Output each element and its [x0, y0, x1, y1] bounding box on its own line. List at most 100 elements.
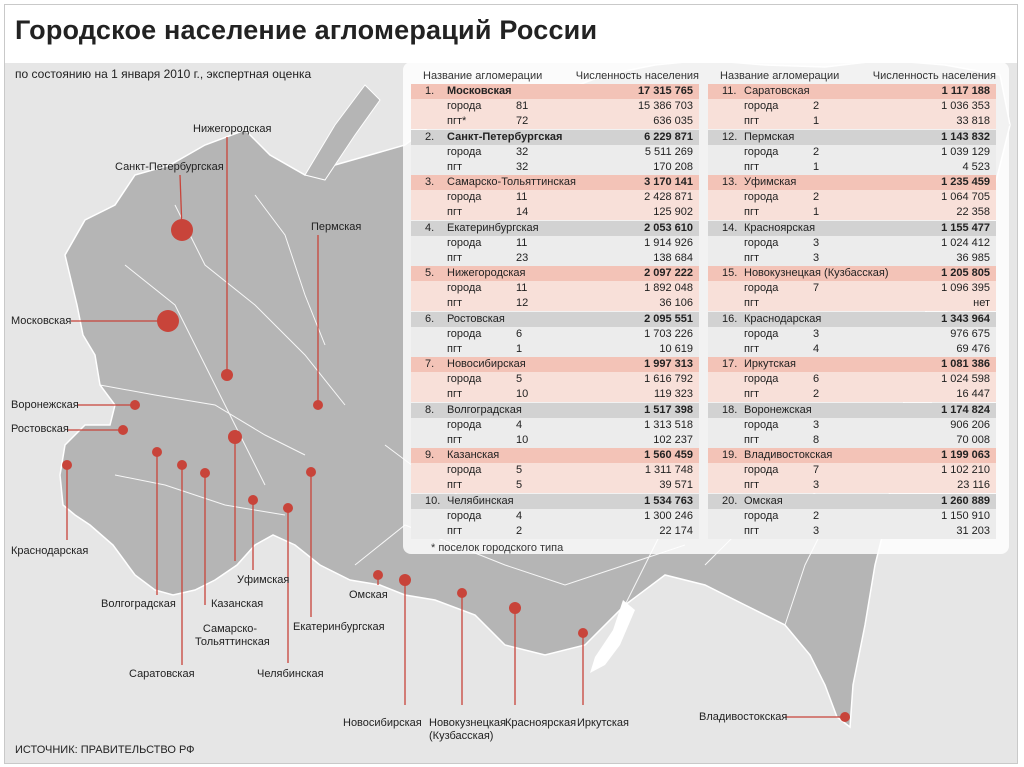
settlement-row: пгт 3 23 116 [708, 478, 996, 493]
rank-number: 1. [425, 85, 435, 97]
settlement-row: пгт 1 22 358 [708, 205, 996, 220]
settlement-kind: города [744, 145, 779, 158]
settlement-row: города 3 1 024 412 [708, 235, 996, 251]
rank-number: 10. [425, 494, 441, 507]
settlement-kind: пгт [744, 388, 760, 400]
map-label-ufa: Уфимская [237, 574, 290, 586]
population-total: 1 155 477 [941, 221, 990, 234]
rank-number: 13. [722, 176, 738, 188]
map-label-perm: Пермская [311, 221, 362, 233]
agglomeration-row: 8. Волгоградская 1 517 398 [411, 402, 699, 418]
settlement-population: 31 203 [956, 524, 990, 537]
settlement-population: 36 985 [956, 251, 990, 264]
settlement-kind: пгт* [447, 115, 467, 127]
map-label-novokuznetsk: Новокузнецкая (Кузбасская) [429, 717, 506, 742]
rank-number: 5. [425, 267, 435, 279]
agglomeration-group: 13. Уфимская 1 235 459 города 2 1 064 705 пгт 1… [708, 175, 996, 221]
population-total: 1 260 889 [941, 494, 990, 507]
source-note: ИСТОЧНИК: ПРАВИТЕЛЬСТВО РФ [15, 744, 195, 756]
agglomeration-row: 9. Казанская 1 560 459 [411, 448, 699, 463]
population-total: 1 143 832 [941, 130, 990, 143]
agglomeration-group: 20. Омская 1 260 889 города 2 1 150 910 пгт 3 31… [708, 493, 996, 540]
agglomeration-name: Ростовская [447, 312, 505, 325]
settlement-row: города 6 1 703 226 [411, 326, 699, 342]
settlement-count: 5 [516, 464, 523, 476]
map-label-omsk: Омская [349, 589, 388, 601]
settlement-count: 4 [516, 509, 523, 522]
agglomeration-name: Саратовская [744, 85, 810, 97]
settlement-kind: города [447, 509, 482, 522]
agglomeration-group: 18. Воронежская 1 174 824 города 3 906 206 пгт… [708, 402, 996, 449]
settlement-count: 72 [516, 115, 529, 127]
agglomeration-row: 18. Воронежская 1 174 824 [708, 402, 996, 418]
settlement-population: 4 523 [962, 160, 990, 173]
rank-number: 11. [722, 85, 737, 97]
agglomeration-group: 1. Московская 17 315 765 города 81 15 386 703… [411, 84, 699, 130]
rank-number: 3. [425, 176, 435, 188]
table-footnote: * поселок городского типа [431, 542, 564, 554]
settlement-kind: города [744, 509, 779, 522]
settlement-kind: пгт [744, 342, 760, 355]
agglomeration-row: 17. Иркутская 1 081 386 [708, 357, 996, 372]
agglomeration-name: Новокузнецкая (Кузбасская) [744, 267, 889, 279]
settlement-row: города 11 1 914 926 [411, 235, 699, 251]
settlement-count: 7 [813, 464, 820, 476]
settlement-population: 102 237 [653, 433, 693, 446]
agglomeration-row: 7. Новосибирская 1 997 313 [411, 357, 699, 372]
agglomeration-row: 15. Новокузнецкая (Кузбасская) 1 205 805 [708, 266, 996, 281]
map-label-ekaterinburg: Екатеринбургская [293, 621, 385, 633]
map-label-spb: Санкт-Петербургская [115, 161, 224, 173]
settlement-count: 3 [813, 251, 820, 264]
settlement-row: города 5 1 311 748 [411, 463, 699, 478]
population-total: 2 053 610 [644, 221, 693, 234]
settlement-kind: пгт [744, 479, 760, 491]
novaya-zemlya-island [304, 84, 381, 181]
settlement-population: 2 428 871 [644, 191, 693, 203]
population-total: 2 095 551 [644, 312, 693, 325]
settlement-count: 1 [516, 342, 523, 355]
settlement-kind: города [447, 191, 482, 203]
settlement-count: 4 [516, 418, 523, 431]
map-label-voronezh: Воронежская [11, 399, 79, 411]
settlement-population: 1 036 353 [941, 100, 990, 112]
settlement-count: 1 [813, 115, 820, 127]
settlement-population: 636 035 [653, 115, 693, 127]
agglomeration-row: 5. Нижегородская 2 097 222 [411, 266, 699, 281]
agglomeration-row: 14. Красноярская 1 155 477 [708, 220, 996, 236]
settlement-row: пгт 8 70 008 [708, 432, 996, 448]
page-title: Городское население агломераций России [15, 15, 598, 45]
agglomeration-name: Воронежская [744, 403, 812, 416]
settlement-count: 3 [813, 236, 820, 249]
population-total: 1 117 188 [941, 85, 990, 97]
settlement-population: 1 039 129 [941, 145, 990, 158]
map-label-novosibirsk: Новосибирская [343, 717, 422, 729]
population-total: 1 199 063 [941, 449, 990, 461]
agglomeration-group: 12. Пермская 1 143 832 города 2 1 039 129 пгт 1… [708, 129, 996, 176]
settlement-row: пгт 14 125 902 [411, 205, 699, 220]
settlement-kind: города [744, 100, 779, 112]
settlement-count: 2 [516, 524, 523, 537]
rank-number: 19. [722, 449, 738, 461]
settlement-population: 1 311 748 [644, 464, 693, 476]
settlement-count: 6 [813, 373, 820, 385]
settlement-kind: города [447, 236, 482, 249]
settlement-count: 2 [813, 509, 820, 522]
settlement-kind: города [744, 191, 779, 203]
settlement-kind: города [744, 236, 779, 249]
settlement-row: города 3 976 675 [708, 326, 996, 342]
settlement-population: 23 116 [957, 479, 990, 491]
population-total: 1 174 824 [941, 403, 990, 416]
settlement-row: города 81 15 386 703 [411, 99, 699, 114]
settlement-count: 11 [516, 282, 528, 294]
settlement-kind: пгт [447, 206, 463, 218]
settlement-kind: пгт [744, 524, 760, 537]
rank-number: 16. [722, 312, 738, 325]
settlement-population: 22 174 [659, 524, 693, 537]
map-label-samara: Самарско-Тольяттинская [195, 623, 270, 648]
agglomeration-row: 6. Ростовская 2 095 551 [411, 311, 699, 327]
settlement-kind: пгт [447, 388, 463, 400]
agglomeration-group: 14. Красноярская 1 155 477 города 3 1 024 412… [708, 220, 996, 267]
col-name-header: Название агломерации [423, 70, 543, 82]
settlement-count: 3 [813, 524, 820, 537]
table-column-left: Название агломерации Численность населен… [411, 70, 699, 539]
